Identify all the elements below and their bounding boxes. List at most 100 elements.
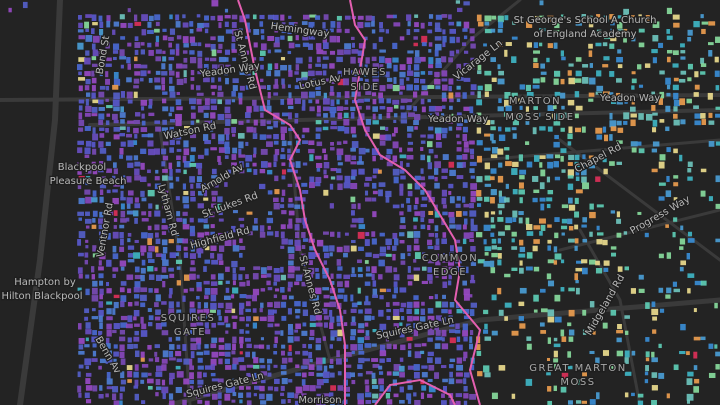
building: [484, 28, 492, 34]
building: [253, 316, 259, 321]
building: [77, 267, 83, 274]
building: [350, 147, 356, 152]
building: [176, 266, 181, 270]
building: [197, 238, 203, 246]
building: [455, 372, 463, 377]
building: [295, 77, 302, 83]
building: [392, 133, 396, 137]
building: [602, 64, 609, 68]
building: [477, 64, 482, 71]
building: [252, 14, 257, 20]
building: [484, 84, 492, 92]
building: [400, 112, 407, 119]
building: [260, 35, 265, 40]
building: [323, 92, 327, 99]
building: [449, 105, 453, 110]
building: [435, 238, 440, 245]
building: [399, 211, 404, 216]
building: [169, 119, 175, 123]
building: [245, 308, 251, 313]
building: [85, 176, 91, 180]
building: [127, 63, 131, 70]
building: [463, 203, 469, 208]
building: [379, 232, 385, 237]
building: [106, 350, 113, 356]
building: [455, 0, 461, 4]
building: [715, 36, 720, 43]
building: [687, 273, 695, 278]
building: [449, 301, 455, 308]
building: [190, 245, 195, 252]
building: [98, 273, 104, 279]
building: [92, 133, 99, 141]
area-label: MOSS SIDE: [505, 112, 574, 123]
building: [301, 182, 308, 187]
building: [358, 168, 365, 175]
building: [99, 49, 104, 54]
building: [693, 92, 699, 97]
building: [245, 162, 250, 168]
building: [176, 358, 183, 363]
building: [98, 99, 104, 105]
building: [330, 400, 335, 405]
building: [343, 393, 350, 397]
building: [386, 98, 392, 104]
building: [406, 70, 414, 76]
building: [344, 99, 349, 105]
building: [238, 357, 245, 362]
building: [210, 15, 216, 21]
building: [134, 42, 141, 48]
building: [399, 91, 403, 95]
building: [393, 64, 398, 72]
building: [218, 351, 225, 356]
building: [596, 14, 601, 21]
building: [714, 56, 719, 63]
building: [99, 245, 104, 252]
building: [715, 238, 720, 243]
building: [630, 106, 636, 112]
building: [224, 358, 230, 365]
building: [393, 113, 398, 118]
building: [176, 309, 182, 314]
building: [329, 183, 334, 190]
building: [196, 316, 203, 324]
building: [448, 274, 452, 280]
building: [364, 260, 369, 264]
building: [224, 316, 229, 323]
building: [280, 57, 286, 61]
building: [140, 148, 147, 154]
building: [147, 21, 152, 28]
building: [336, 400, 343, 405]
building: [267, 364, 271, 371]
building: [351, 134, 357, 138]
building: [134, 364, 139, 371]
building: [323, 260, 328, 265]
building: [504, 197, 510, 203]
building: [547, 224, 552, 228]
building: [504, 225, 511, 231]
building: [280, 154, 286, 160]
building: [519, 323, 526, 329]
building: [189, 365, 195, 370]
building: [175, 14, 180, 21]
building: [421, 343, 427, 347]
building: [589, 211, 596, 219]
building: [119, 49, 125, 57]
building: [469, 232, 474, 239]
building: [140, 252, 145, 256]
building: [182, 218, 187, 225]
building: [561, 372, 569, 379]
building: [105, 127, 109, 133]
building: [462, 323, 468, 331]
building: [175, 168, 181, 173]
building: [497, 148, 504, 155]
building: [637, 64, 642, 70]
building: [512, 99, 518, 105]
building: [595, 357, 600, 364]
building: [98, 168, 104, 173]
building: [336, 15, 342, 21]
building: [498, 190, 502, 197]
building: [357, 372, 363, 377]
building: [708, 112, 713, 118]
building: [204, 322, 209, 329]
